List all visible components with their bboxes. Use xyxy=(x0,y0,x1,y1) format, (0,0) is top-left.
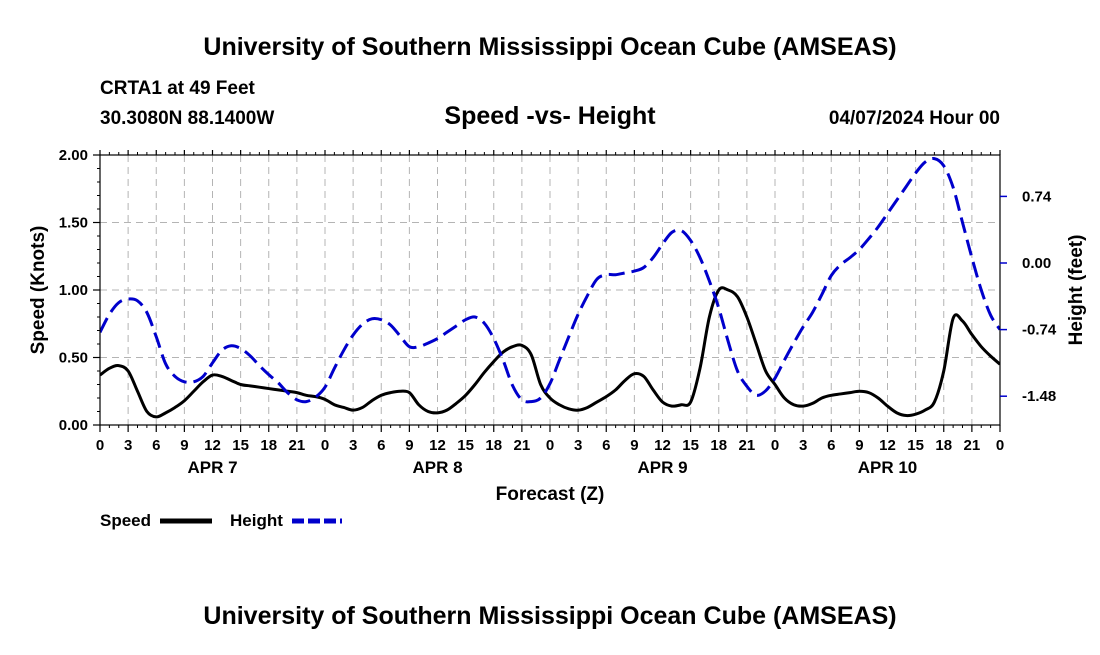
x-tick-label: 18 xyxy=(485,437,502,454)
x-tick-label: 12 xyxy=(879,437,896,454)
main-title: University of Southern Mississippi Ocean… xyxy=(203,33,896,61)
left-tick-label: 0.00 xyxy=(59,417,88,434)
axis-ticks xyxy=(93,150,1007,432)
x-day-label: APR 8 xyxy=(412,458,462,477)
x-tick-label: 21 xyxy=(964,437,981,454)
x-tick-label: 9 xyxy=(180,437,188,454)
x-tick-label: 15 xyxy=(682,437,699,454)
x-tick-label: 9 xyxy=(630,437,638,454)
x-day-label: APR 10 xyxy=(858,458,918,477)
footer-title: University of Southern Mississippi Ocean… xyxy=(203,602,896,630)
x-tick-label: 9 xyxy=(855,437,863,454)
x-tick-label: 21 xyxy=(514,437,531,454)
speed-series-line xyxy=(100,286,1000,419)
x-day-label: APR 9 xyxy=(637,458,687,477)
right-tick-label: -1.48 xyxy=(1022,388,1056,405)
date-label: 04/07/2024 Hour 00 xyxy=(829,108,1000,129)
left-tick-label: 1.50 xyxy=(59,215,88,232)
x-tick-label: 6 xyxy=(602,437,610,454)
left-tick-label: 2.00 xyxy=(59,147,88,164)
right-axis-tick-labels: -1.48 -0.74 0.00 0.74 xyxy=(1022,188,1057,405)
x-day-label: APR 7 xyxy=(187,458,237,477)
x-tick-label: 18 xyxy=(710,437,727,454)
left-tick-label: 0.50 xyxy=(59,350,88,367)
right-tick-label: 0.00 xyxy=(1022,255,1051,272)
grid-lines xyxy=(100,155,1000,425)
station-label: CRTA1 at 49 Feet xyxy=(100,78,256,99)
x-tick-label: 15 xyxy=(907,437,924,454)
x-tick-label: 12 xyxy=(654,437,671,454)
x-tick-label: 18 xyxy=(935,437,952,454)
x-tick-label: 21 xyxy=(289,437,306,454)
x-tick-label: 0 xyxy=(96,437,104,454)
legend: Speed Height xyxy=(100,511,342,530)
x-tick-label: 0 xyxy=(546,437,554,454)
x-tick-label: 6 xyxy=(827,437,835,454)
x-tick-label: 12 xyxy=(429,437,446,454)
left-tick-label: 1.00 xyxy=(59,282,88,299)
left-axis-label: Speed (Knots) xyxy=(28,226,49,355)
x-tick-label: 6 xyxy=(377,437,385,454)
x-tick-label: 0 xyxy=(996,437,1004,454)
x-tick-label: 15 xyxy=(232,437,249,454)
x-tick-label: 0 xyxy=(321,437,329,454)
left-axis-tick-labels: 0.00 0.50 1.00 1.50 2.00 xyxy=(59,147,88,434)
x-tick-label: 3 xyxy=(799,437,807,454)
x-tick-label: 3 xyxy=(349,437,357,454)
x-tick-label: 9 xyxy=(405,437,413,454)
right-axis-label: Height (feet) xyxy=(1066,235,1087,346)
x-tick-label: 21 xyxy=(739,437,756,454)
right-tick-label: 0.74 xyxy=(1022,188,1052,205)
x-tick-label: 0 xyxy=(771,437,779,454)
chart-title: Speed -vs- Height xyxy=(444,102,656,130)
legend-speed-label: Speed xyxy=(100,511,151,530)
x-tick-label: 6 xyxy=(152,437,160,454)
x-tick-label: 12 xyxy=(204,437,221,454)
x-axis-tick-labels: 0 3 6 9 12 15 18 21 0 3 6 9 12 15 18 21 0 3 6 9 12 15 18 21 0 3 6 9… xyxy=(96,437,1004,454)
x-tick-label: 18 xyxy=(260,437,277,454)
x-tick-label: 3 xyxy=(124,437,132,454)
series-layer xyxy=(100,156,1000,419)
x-tick-label: 15 xyxy=(457,437,474,454)
height-series-line xyxy=(100,156,1000,404)
x-tick-label: 3 xyxy=(574,437,582,454)
legend-height-label: Height xyxy=(230,511,283,530)
x-axis-label: Forecast (Z) xyxy=(496,484,605,505)
right-tick-label: -0.74 xyxy=(1022,322,1057,339)
coords-label: 30.3080N 88.1400W xyxy=(100,108,274,129)
x-axis-day-labels: APR 7 APR 8 APR 9 APR 10 xyxy=(187,458,917,477)
